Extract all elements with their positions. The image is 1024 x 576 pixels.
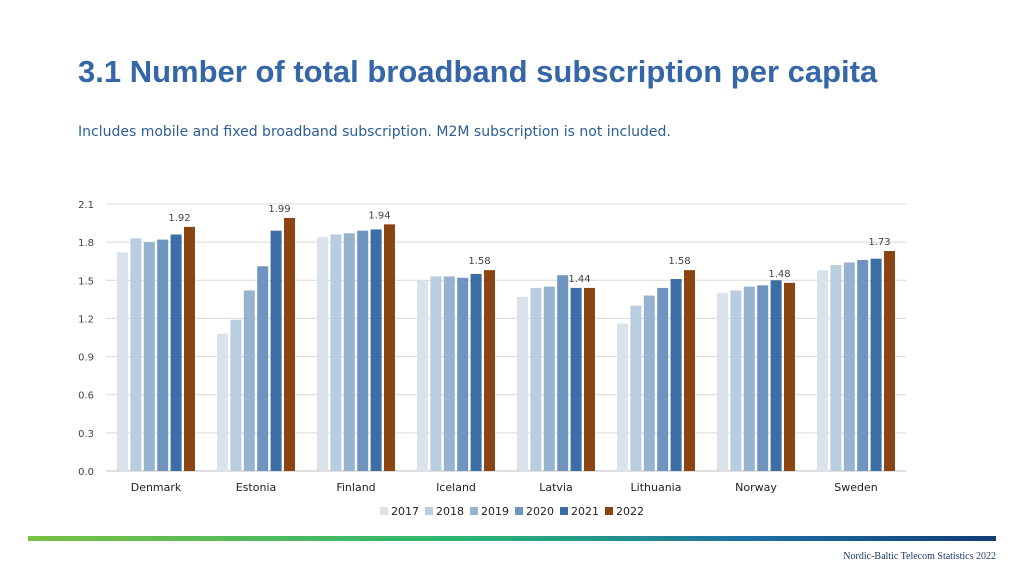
bar-2017 xyxy=(217,333,228,471)
bar-2017 xyxy=(817,270,828,471)
data-label: 1.58 xyxy=(468,256,490,267)
legend-item: 2018 xyxy=(425,505,464,518)
y-tick-label: 0.9 xyxy=(78,353,94,364)
legend-item: 2020 xyxy=(515,505,554,518)
page-subtitle: Includes mobile and fixed broadband subs… xyxy=(78,124,671,140)
legend-item: 2017 xyxy=(380,505,419,518)
bar-2018 xyxy=(130,238,142,471)
bar-2020 xyxy=(357,230,369,471)
legend-swatch xyxy=(425,507,433,515)
bar-2018 xyxy=(430,276,442,471)
data-label: 1.94 xyxy=(368,210,390,221)
bar-2022 xyxy=(684,270,695,471)
chart-legend: 2017 2018 2019 2020 2021 2022 xyxy=(0,505,1024,518)
bar-2017 xyxy=(717,293,728,471)
bar-2019 xyxy=(143,242,155,471)
bar-2020 xyxy=(757,285,769,471)
y-tick-label: 1.8 xyxy=(78,238,94,249)
y-tick-label: 2.1 xyxy=(78,200,94,211)
bar-2021 xyxy=(270,230,282,471)
bar-2018 xyxy=(730,290,742,471)
x-tick-label: Estonia xyxy=(236,481,277,494)
bar-2019 xyxy=(843,262,855,471)
bar-chart: 0.0 0.3 0.6 0.9 1.2 1.5 1.8 2.1 1.92 Denmark 1.99 E… xyxy=(78,200,906,494)
bar-2018 xyxy=(830,265,842,471)
data-label: 1.58 xyxy=(668,256,690,267)
bar-2022 xyxy=(784,282,795,471)
bar-2019 xyxy=(443,276,455,471)
bar-2019 xyxy=(743,286,755,471)
legend-label: 2020 xyxy=(526,505,554,518)
x-tick-label: Iceland xyxy=(436,481,476,494)
legend-swatch xyxy=(560,507,568,515)
legend-swatch xyxy=(515,507,523,515)
legend-swatch xyxy=(380,507,388,515)
bar-2019 xyxy=(243,290,255,471)
footer-text: Nordic-Baltic Telecom Statistics 2022 xyxy=(843,551,996,562)
bar-2022 xyxy=(484,270,495,471)
legend-label: 2018 xyxy=(436,505,464,518)
y-tick-label: 0.3 xyxy=(78,429,94,440)
bar-2021 xyxy=(570,287,582,471)
bar-2017 xyxy=(317,237,328,471)
data-label: 1.92 xyxy=(168,213,190,224)
bar-2019 xyxy=(643,295,655,471)
x-tick-label: Sweden xyxy=(834,481,877,494)
bar-2017 xyxy=(617,323,628,471)
bar-2021 xyxy=(370,229,382,471)
legend-label: 2022 xyxy=(616,505,644,518)
bar-2020 xyxy=(857,259,869,471)
bar-2018 xyxy=(330,234,342,471)
data-label: 1.44 xyxy=(568,274,590,285)
bar-2020 xyxy=(457,277,469,471)
legend-label: 2017 xyxy=(391,505,419,518)
y-tick-label: 1.2 xyxy=(78,314,94,325)
bar-2020 xyxy=(157,239,169,471)
bar-2021 xyxy=(470,273,482,471)
footer-divider xyxy=(28,536,996,541)
bar-2018 xyxy=(630,305,642,471)
y-tick-label: 0.0 xyxy=(78,467,94,478)
x-tick-label: Norway xyxy=(735,481,777,494)
bar-2020 xyxy=(557,275,569,471)
legend-item: 2022 xyxy=(605,505,644,518)
bar-2020 xyxy=(657,287,669,471)
legend-swatch xyxy=(605,507,613,515)
x-tick-label: Finland xyxy=(336,481,375,494)
data-label: 1.73 xyxy=(868,237,890,248)
page-title: 3.1 Number of total broadband subscripti… xyxy=(78,54,878,89)
y-tick-label: 1.5 xyxy=(78,276,94,287)
bar-2022 xyxy=(184,226,195,471)
legend-item: 2019 xyxy=(470,505,509,518)
y-tick-label: 0.6 xyxy=(78,391,94,402)
x-tick-label: Latvia xyxy=(539,481,573,494)
bar-2020 xyxy=(257,266,269,471)
bar-2017 xyxy=(117,252,128,471)
bar-2022 xyxy=(584,287,595,471)
bar-2021 xyxy=(870,258,882,471)
bar-2018 xyxy=(530,287,542,471)
bar-2021 xyxy=(670,279,682,471)
data-label: 1.48 xyxy=(768,269,790,280)
bar-2022 xyxy=(284,217,295,471)
bar-2017 xyxy=(517,296,528,471)
bar-2019 xyxy=(343,233,355,471)
bar-2021 xyxy=(770,280,782,471)
x-tick-label: Denmark xyxy=(131,481,182,494)
legend-item: 2021 xyxy=(560,505,599,518)
legend-label: 2019 xyxy=(481,505,509,518)
legend-label: 2021 xyxy=(571,505,599,518)
bar-2019 xyxy=(543,286,555,471)
legend-swatch xyxy=(470,507,478,515)
bar-2018 xyxy=(230,319,242,471)
bar-2017 xyxy=(417,280,428,471)
bar-2022 xyxy=(384,224,395,471)
bar-2022 xyxy=(884,251,895,471)
data-label: 1.99 xyxy=(268,204,290,215)
x-tick-label: Lithuania xyxy=(631,481,682,494)
bar-2021 xyxy=(170,234,182,471)
